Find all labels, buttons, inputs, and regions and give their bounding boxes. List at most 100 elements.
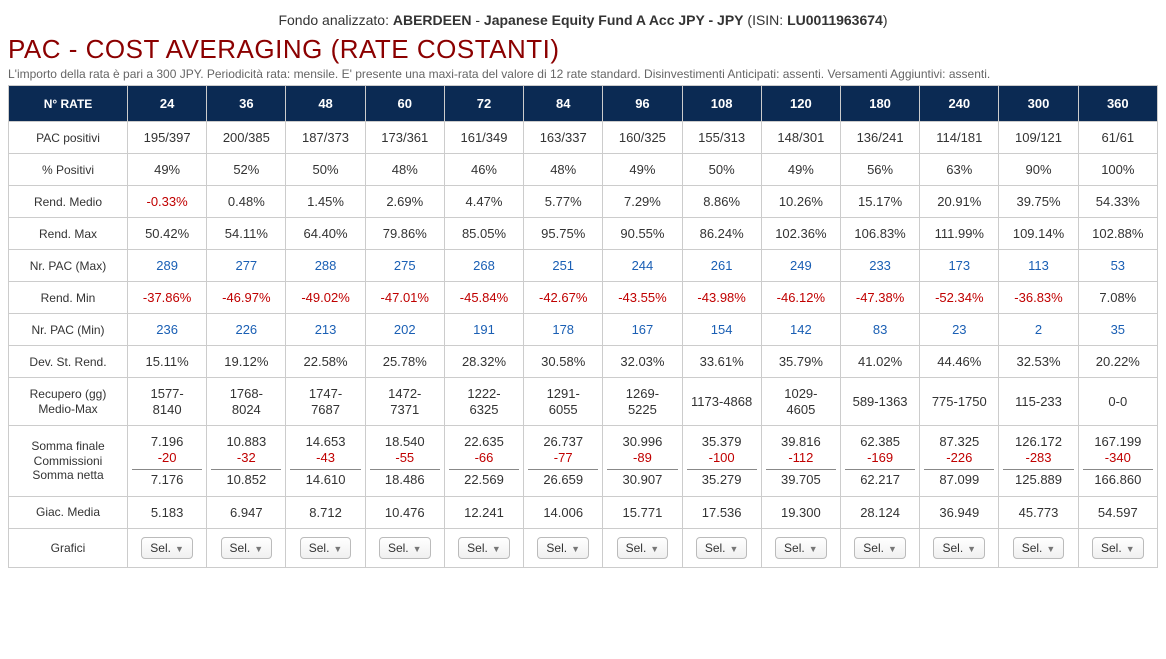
col-header-rate: N° RATE	[9, 86, 128, 122]
cell[interactable]: 53	[1078, 250, 1157, 282]
row-label: Rend. Min	[9, 282, 128, 314]
select-button[interactable]: Sel.▼	[141, 537, 193, 559]
cell: 6.947	[207, 496, 286, 528]
cell: 50%	[286, 154, 365, 186]
cell[interactable]: 244	[603, 250, 682, 282]
cell: 1472-7371	[365, 378, 444, 426]
cell: 54.597	[1078, 496, 1157, 528]
col-header: 84	[524, 86, 603, 122]
cell: 14.653-4314.610	[286, 426, 365, 497]
cell: -46.12%	[761, 282, 840, 314]
cell[interactable]: 268	[444, 250, 523, 282]
col-header: 360	[1078, 86, 1157, 122]
cell: -36.83%	[999, 282, 1078, 314]
cell: -42.67%	[524, 282, 603, 314]
fund-isin: LU0011963674	[787, 12, 883, 28]
cell: 136/241	[840, 122, 919, 154]
cell: 160/325	[603, 122, 682, 154]
cell[interactable]: 113	[999, 250, 1078, 282]
cell: 45.773	[999, 496, 1078, 528]
row-label: Nr. PAC (Min)	[9, 314, 128, 346]
cell: 10.883-3210.852	[207, 426, 286, 497]
cell[interactable]: 35	[1078, 314, 1157, 346]
cell[interactable]: 249	[761, 250, 840, 282]
select-button[interactable]: Sel.▼	[617, 537, 669, 559]
cell[interactable]: 213	[286, 314, 365, 346]
cell: 8.712	[286, 496, 365, 528]
cell: 8.86%	[682, 186, 761, 218]
cell[interactable]: 236	[128, 314, 207, 346]
cell: 30.996-8930.907	[603, 426, 682, 497]
cell: 50.42%	[128, 218, 207, 250]
select-button[interactable]: Sel.▼	[933, 537, 985, 559]
table-row-giac: Giac. Media5.1836.9478.71210.47612.24114…	[9, 496, 1158, 528]
cell: -49.02%	[286, 282, 365, 314]
cell[interactable]: 233	[840, 250, 919, 282]
cell: 7.196-207.176	[128, 426, 207, 497]
cell: 2.69%	[365, 186, 444, 218]
cell[interactable]: 288	[286, 250, 365, 282]
cell: 20.22%	[1078, 346, 1157, 378]
cell[interactable]: 2	[999, 314, 1078, 346]
chevron-down-icon: ▼	[1046, 544, 1055, 554]
chevron-down-icon: ▼	[809, 544, 818, 554]
cell: -0.33%	[128, 186, 207, 218]
cell[interactable]: 23	[920, 314, 999, 346]
col-header: 300	[999, 86, 1078, 122]
chevron-down-icon: ▼	[730, 544, 739, 554]
cell[interactable]: 167	[603, 314, 682, 346]
cell: 28.124	[840, 496, 919, 528]
cell: -46.97%	[207, 282, 286, 314]
chevron-down-icon: ▼	[413, 544, 422, 554]
cell: 85.05%	[444, 218, 523, 250]
cell[interactable]: 178	[524, 314, 603, 346]
cell: 1.45%	[286, 186, 365, 218]
cell: 22.58%	[286, 346, 365, 378]
select-button[interactable]: Sel.▼	[300, 537, 352, 559]
cell: 1173-4868	[682, 378, 761, 426]
select-button[interactable]: Sel.▼	[458, 537, 510, 559]
cell[interactable]: 154	[682, 314, 761, 346]
cell[interactable]: 226	[207, 314, 286, 346]
cell: 32.03%	[603, 346, 682, 378]
select-button[interactable]: Sel.▼	[1092, 537, 1144, 559]
cell: 39.816-11239.705	[761, 426, 840, 497]
cell: 15.771	[603, 496, 682, 528]
cell: 35.79%	[761, 346, 840, 378]
select-button[interactable]: Sel.▼	[537, 537, 589, 559]
chevron-down-icon: ▼	[175, 544, 184, 554]
cell: 90%	[999, 154, 1078, 186]
row-label: Nr. PAC (Max)	[9, 250, 128, 282]
chevron-down-icon: ▼	[888, 544, 897, 554]
cell[interactable]: 251	[524, 250, 603, 282]
select-button[interactable]: Sel.▼	[854, 537, 906, 559]
cell[interactable]: 191	[444, 314, 523, 346]
cell-grafici: Sel.▼	[365, 528, 444, 567]
cell[interactable]: 261	[682, 250, 761, 282]
cell: 155/313	[682, 122, 761, 154]
col-header: 108	[682, 86, 761, 122]
cell: -37.86%	[128, 282, 207, 314]
cell: 32.53%	[999, 346, 1078, 378]
cell[interactable]: 202	[365, 314, 444, 346]
col-header: 120	[761, 86, 840, 122]
cell: 26.737-7726.659	[524, 426, 603, 497]
select-button[interactable]: Sel.▼	[696, 537, 748, 559]
cell-grafici: Sel.▼	[524, 528, 603, 567]
select-button[interactable]: Sel.▼	[379, 537, 431, 559]
cell: 775-1750	[920, 378, 999, 426]
select-button[interactable]: Sel.▼	[221, 537, 273, 559]
cell[interactable]: 173	[920, 250, 999, 282]
cell[interactable]: 277	[207, 250, 286, 282]
cell: 54.33%	[1078, 186, 1157, 218]
cell[interactable]: 275	[365, 250, 444, 282]
select-button[interactable]: Sel.▼	[775, 537, 827, 559]
cell-grafici: Sel.▼	[682, 528, 761, 567]
cell[interactable]: 142	[761, 314, 840, 346]
cell-grafici: Sel.▼	[444, 528, 523, 567]
fund-name: Japanese Equity Fund A Acc JPY - JPY	[484, 12, 744, 28]
cell[interactable]: 83	[840, 314, 919, 346]
table-row-somma: Somma finaleCommissioniSomma netta7.196-…	[9, 426, 1158, 497]
select-button[interactable]: Sel.▼	[1013, 537, 1065, 559]
cell[interactable]: 289	[128, 250, 207, 282]
